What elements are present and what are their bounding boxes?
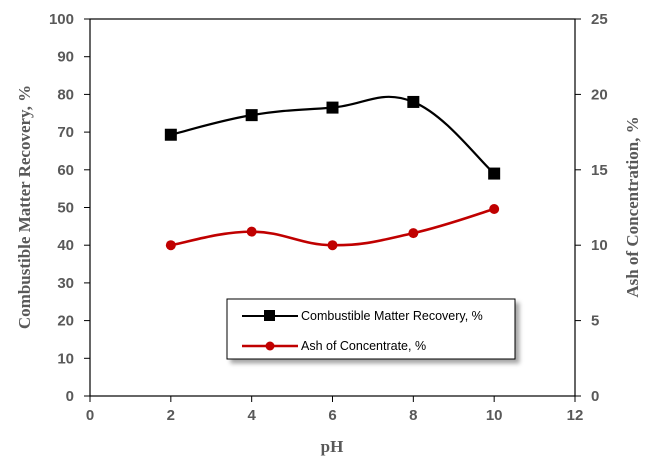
data-point-ash	[327, 240, 338, 251]
y-tick-label: 90	[57, 49, 74, 66]
data-point-recovery	[326, 101, 339, 114]
x-tick-label: 0	[86, 407, 94, 424]
data-point-ash	[165, 240, 176, 251]
legend-label-ash: Ash of Concentrate, %	[301, 339, 426, 353]
x-tick-label: 4	[247, 407, 256, 424]
data-point-ash	[408, 228, 419, 239]
data-point-recovery	[488, 167, 501, 180]
series-layer	[164, 95, 501, 251]
y-tick-label: 70	[57, 124, 74, 141]
legend-marker-ash	[265, 341, 275, 351]
y2-tick-label: 0	[591, 388, 599, 405]
y-axis-title: Combustible Matter Recovery, %	[15, 85, 34, 329]
legend-box	[226, 298, 516, 360]
data-point-ash	[246, 226, 257, 237]
y-tick-label: 80	[57, 86, 74, 103]
y2-tick-label: 5	[591, 313, 599, 330]
y-axis-right: 0 5 10 15 20 25	[575, 11, 608, 405]
x-tick-label: 6	[328, 407, 336, 424]
legend: Combustible Matter Recovery, % Ash of Co…	[226, 298, 516, 360]
legend-label-recovery: Combustible Matter Recovery, %	[301, 309, 483, 323]
y2-tick-label: 15	[591, 162, 608, 179]
y-tick-label: 60	[57, 162, 74, 179]
data-point-recovery	[164, 128, 177, 141]
y-tick-label: 50	[57, 200, 74, 217]
x-axis: 0 2 4 6 8 10 12	[86, 396, 584, 424]
y-tick-label: 30	[57, 275, 74, 292]
y2-axis-title: Ash of Concentration, %	[623, 116, 642, 297]
data-point-recovery	[407, 95, 420, 108]
legend-marker-recovery	[264, 310, 275, 321]
y2-tick-label: 10	[591, 237, 608, 254]
x-tick-label: 12	[567, 407, 584, 424]
y2-tick-label: 25	[591, 11, 608, 28]
y-tick-label: 40	[57, 237, 74, 254]
x-tick-label: 8	[409, 407, 417, 424]
x-tick-label: 2	[167, 407, 175, 424]
y-tick-label: 100	[49, 11, 74, 28]
y2-tick-label: 20	[591, 86, 608, 103]
y-tick-label: 10	[57, 350, 74, 367]
data-point-ash	[489, 204, 500, 215]
y-axis-left: 0 10 20 30 40 50 60 70 80 90 100	[49, 11, 90, 405]
y-tick-label: 20	[57, 313, 74, 330]
data-point-recovery	[245, 109, 258, 122]
y-tick-label: 0	[66, 388, 74, 405]
x-tick-label: 10	[486, 407, 503, 424]
x-axis-title: pH	[321, 437, 344, 456]
